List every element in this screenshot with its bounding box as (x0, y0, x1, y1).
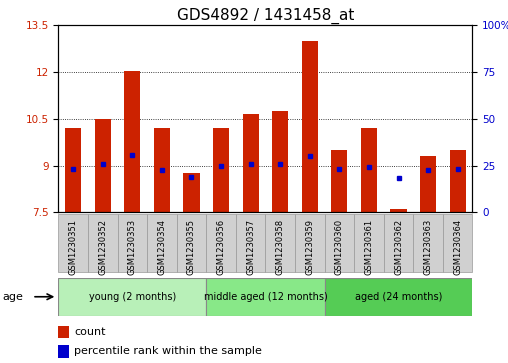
Text: GSM1230364: GSM1230364 (453, 219, 462, 275)
Bar (302, 41, 318, 212)
Text: percentile rank within the sample: percentile rank within the sample (74, 346, 262, 356)
Title: GDS4892 / 1431458_at: GDS4892 / 1431458_at (177, 8, 354, 24)
Bar (384, 214, 414, 272)
Bar (242, 114, 259, 212)
Bar (94, 119, 111, 212)
Text: aged (24 months): aged (24 months) (355, 292, 442, 302)
Bar (65, 128, 81, 212)
Text: count: count (74, 327, 106, 337)
Bar (183, 174, 200, 212)
Bar (354, 214, 384, 272)
Text: GSM1230361: GSM1230361 (364, 219, 373, 275)
Text: GSM1230360: GSM1230360 (335, 219, 344, 275)
Bar (390, 209, 406, 212)
Bar (236, 214, 265, 272)
Bar (58, 345, 69, 358)
Bar (154, 128, 170, 212)
Bar (124, 70, 141, 212)
Text: GSM1230363: GSM1230363 (424, 219, 433, 275)
Bar (117, 214, 147, 272)
Text: GSM1230351: GSM1230351 (69, 219, 78, 275)
Bar (58, 278, 206, 316)
Bar (58, 214, 88, 272)
Bar (443, 214, 472, 272)
Bar (58, 326, 69, 338)
Text: GSM1230352: GSM1230352 (98, 219, 107, 275)
Text: GSM1230362: GSM1230362 (394, 219, 403, 275)
Text: GSM1230355: GSM1230355 (187, 219, 196, 275)
Bar (177, 214, 206, 272)
Text: GSM1230354: GSM1230354 (157, 219, 167, 275)
Bar (147, 214, 177, 272)
Text: GSM1230358: GSM1230358 (276, 219, 284, 275)
Bar (420, 156, 436, 212)
Text: young (2 months): young (2 months) (89, 292, 176, 302)
Bar (414, 214, 443, 272)
Bar (88, 214, 117, 272)
Bar (295, 214, 325, 272)
Text: GSM1230357: GSM1230357 (246, 219, 255, 275)
Text: GSM1230353: GSM1230353 (128, 219, 137, 275)
Bar (265, 214, 295, 272)
Text: GSM1230359: GSM1230359 (305, 219, 314, 275)
Bar (325, 214, 354, 272)
Bar (272, 111, 289, 212)
Text: middle aged (12 months): middle aged (12 months) (204, 292, 327, 302)
Text: age: age (3, 292, 23, 302)
Bar (206, 214, 236, 272)
Bar (206, 278, 325, 316)
Bar (331, 150, 347, 212)
Bar (450, 150, 466, 212)
Bar (361, 128, 377, 212)
Bar (325, 278, 472, 316)
Text: GSM1230356: GSM1230356 (216, 219, 226, 275)
Bar (213, 128, 229, 212)
